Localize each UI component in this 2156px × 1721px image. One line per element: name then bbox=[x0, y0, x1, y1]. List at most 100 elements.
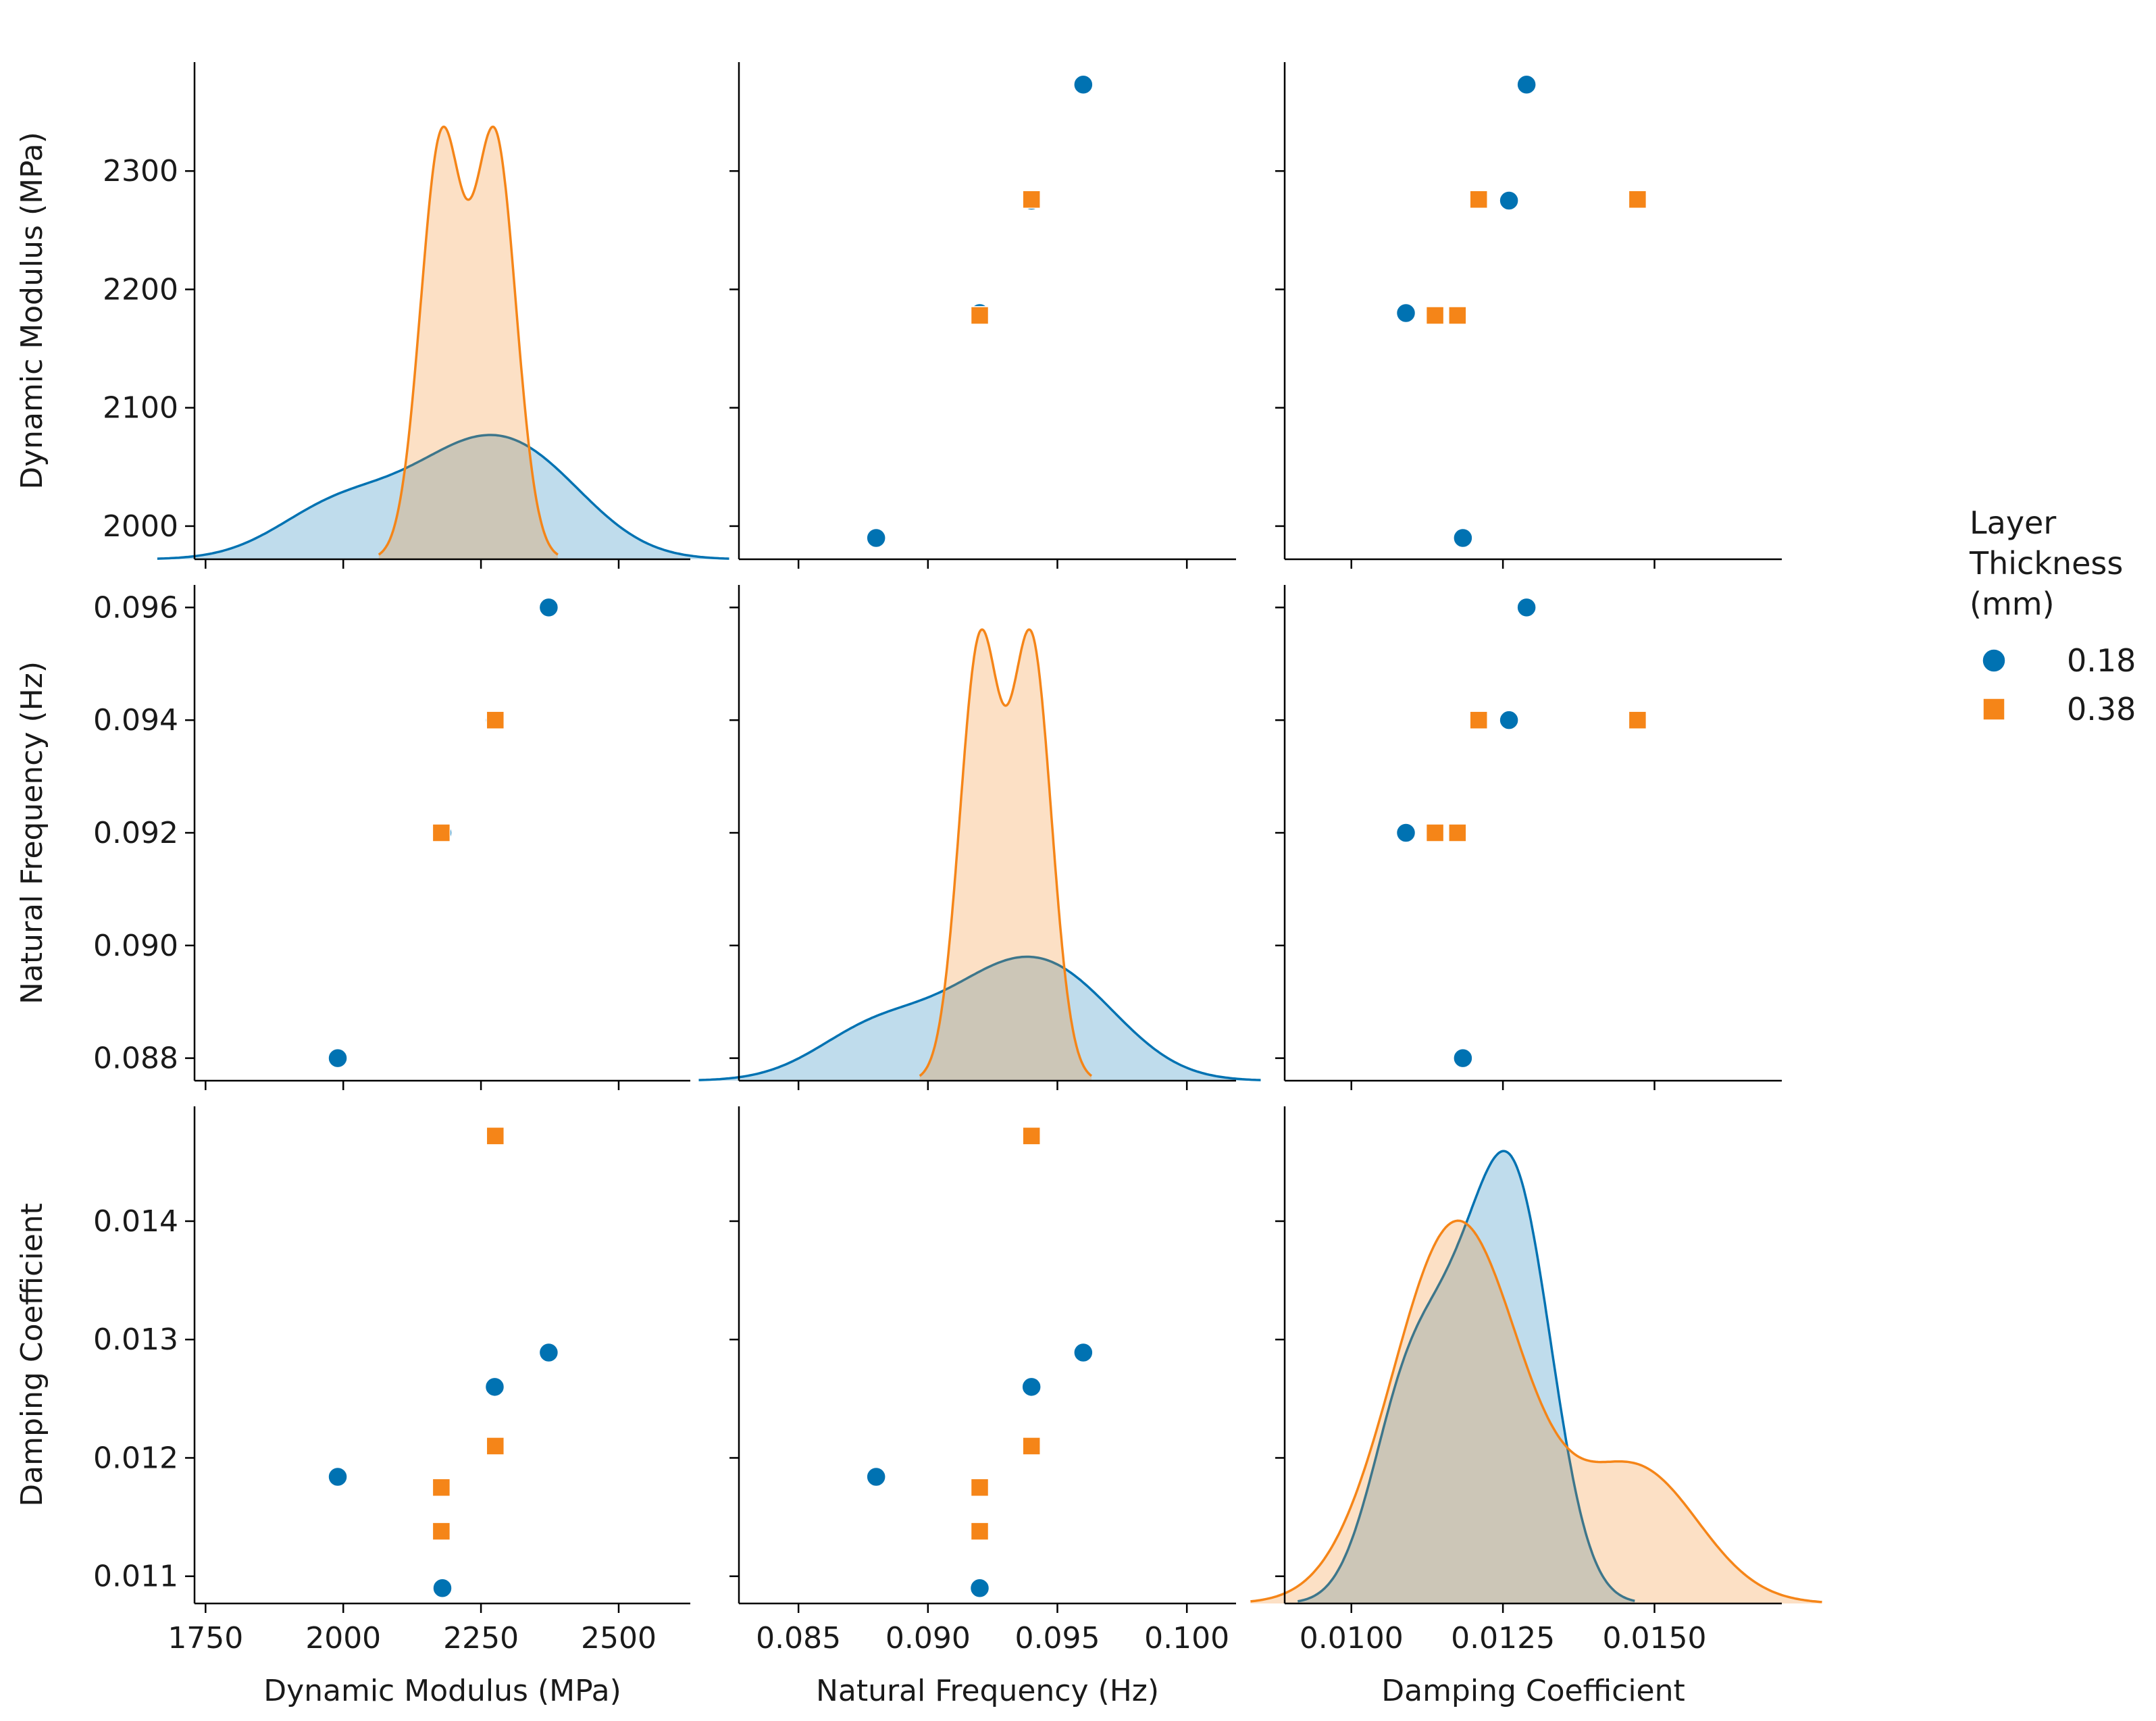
scatter-point bbox=[486, 711, 505, 729]
scatter-point bbox=[1469, 711, 1488, 729]
x-tick-label: 0.095 bbox=[1015, 1621, 1100, 1655]
x-tick-label: 0.090 bbox=[886, 1621, 971, 1655]
panel-natural_frequency-vs-damping bbox=[1275, 585, 1782, 1090]
kde-fill-dynamic_modulus-0.38 bbox=[378, 126, 558, 559]
scatter-point bbox=[486, 1437, 505, 1456]
panel-dynamic_modulus-vs-natural_frequency bbox=[729, 62, 1236, 569]
panel-damping-vs-dynamic_modulus: 0.011 0.012 0.013 0.014 1750 2000 2250 2500 bbox=[93, 1106, 690, 1655]
panel-dynamic_modulus-vs-dynamic_modulus: 2000 2100 2200 2300 bbox=[103, 62, 729, 569]
y-tick-label: 0.088 bbox=[93, 1042, 178, 1076]
scatter-point bbox=[486, 1127, 505, 1146]
x-tick-label: 2000 bbox=[305, 1621, 381, 1655]
scatter-point bbox=[1448, 823, 1467, 842]
scatter-point bbox=[538, 1342, 559, 1363]
kde-line-dynamic_modulus-0.38 bbox=[378, 125, 559, 556]
scatter-point bbox=[866, 528, 886, 548]
scatter-point bbox=[866, 1466, 886, 1487]
legend-marker-circle bbox=[1982, 648, 2006, 673]
scatter-point bbox=[1453, 528, 1473, 548]
y-tick-label: 0.012 bbox=[93, 1441, 178, 1475]
scatter-point bbox=[1516, 74, 1537, 95]
kde-fill-natural_frequency-0.38 bbox=[919, 630, 1092, 1081]
x-tick-label: 0.0100 bbox=[1300, 1621, 1404, 1655]
scatter-point bbox=[1073, 74, 1094, 95]
panel-natural_frequency-vs-dynamic_modulus: 0.088 0.090 0.092 0.094 0.096 bbox=[93, 585, 690, 1090]
legend-title: Thickness bbox=[1969, 545, 2123, 582]
panel-dynamic_modulus-vs-damping bbox=[1275, 62, 1782, 569]
scatter-point bbox=[432, 1478, 451, 1497]
scatter-point bbox=[484, 1377, 505, 1397]
scatter-point bbox=[1022, 1127, 1041, 1146]
legend-marker-square bbox=[1982, 698, 2005, 721]
x-tick-label: 2250 bbox=[443, 1621, 519, 1655]
scatter-point bbox=[328, 1048, 348, 1069]
panel-natural_frequency-vs-natural_frequency bbox=[698, 585, 1261, 1090]
scatter-point bbox=[432, 1522, 451, 1541]
scatter-point bbox=[1073, 1342, 1094, 1363]
y-tick-label: 2300 bbox=[103, 154, 178, 188]
legend: Layer Thickness (mm) 0.18 0.38 bbox=[1969, 505, 2136, 727]
y-axis-title: Dynamic Modulus (MPa) bbox=[15, 132, 49, 490]
y-tick-label: 0.094 bbox=[93, 703, 178, 738]
panel-damping-vs-damping: 0.0100 0.0125 0.0150 bbox=[1250, 1106, 1822, 1655]
legend-title: Layer bbox=[1970, 505, 2056, 541]
x-tick-label: 0.0150 bbox=[1603, 1621, 1707, 1655]
y-tick-label: 0.013 bbox=[93, 1322, 178, 1357]
scatter-point bbox=[1021, 1377, 1042, 1397]
scatter-point bbox=[328, 1466, 348, 1487]
scatter-point bbox=[970, 1478, 990, 1497]
scatter-point bbox=[432, 1578, 453, 1598]
legend-title: (mm) bbox=[1970, 586, 2055, 622]
scatter-point bbox=[970, 1522, 990, 1541]
panel-damping-vs-natural_frequency: 0.085 0.090 0.095 0.100 bbox=[729, 1106, 1236, 1655]
scatter-point bbox=[1425, 306, 1445, 325]
y-tick-label: 0.014 bbox=[93, 1204, 178, 1239]
y-tick-label: 0.092 bbox=[93, 816, 178, 850]
y-tick-label: 2000 bbox=[103, 509, 178, 544]
x-tick-label: 0.0125 bbox=[1451, 1621, 1555, 1655]
scatter-point bbox=[1499, 190, 1519, 211]
scatter-point bbox=[1022, 1437, 1041, 1456]
scatter-point bbox=[970, 306, 990, 325]
x-tick-label: 2500 bbox=[581, 1621, 657, 1655]
kde-fill-damping-0.18 bbox=[1298, 1151, 1635, 1603]
y-axis-title: Natural Frequency (Hz) bbox=[15, 661, 49, 1004]
x-axis-title: Natural Frequency (Hz) bbox=[816, 1674, 1159, 1708]
kde-line-natural_frequency-0.38 bbox=[919, 628, 1093, 1077]
scatter-point bbox=[1448, 306, 1467, 325]
x-axis-title: Dynamic Modulus (MPa) bbox=[263, 1674, 621, 1708]
scatter-point bbox=[969, 1578, 990, 1598]
kde-fill-dynamic_modulus-0.18 bbox=[157, 435, 729, 559]
x-tick-label: 1750 bbox=[168, 1621, 243, 1655]
scatter-point bbox=[1628, 711, 1647, 729]
y-tick-label: 0.096 bbox=[93, 590, 178, 625]
scatter-point bbox=[1628, 190, 1647, 209]
scatter-point bbox=[1516, 597, 1537, 618]
y-tick-label: 2200 bbox=[103, 272, 178, 307]
scatter-point bbox=[1469, 190, 1488, 209]
scatter-point bbox=[1395, 823, 1416, 843]
x-tick-label: 0.100 bbox=[1144, 1621, 1229, 1655]
legend-label: 0.18 bbox=[2067, 642, 2136, 679]
scatter-point bbox=[1499, 710, 1519, 730]
scatter-point bbox=[1395, 303, 1416, 324]
y-axis-title: Damping Coefficient bbox=[15, 1203, 49, 1507]
kde-line-dynamic_modulus-0.18 bbox=[157, 434, 729, 560]
kde-fill-natural_frequency-0.18 bbox=[698, 956, 1261, 1081]
y-tick-label: 0.090 bbox=[93, 929, 178, 963]
scatter-point bbox=[1022, 190, 1041, 209]
kde-line-damping-0.38 bbox=[1250, 1219, 1822, 1603]
scatter-point bbox=[1453, 1048, 1473, 1069]
x-axis-title: Damping Coefficient bbox=[1381, 1674, 1685, 1708]
scatter-point bbox=[1425, 823, 1445, 842]
y-tick-label: 2100 bbox=[103, 391, 178, 426]
kde-fill-damping-0.38 bbox=[1250, 1221, 1822, 1603]
x-tick-label: 0.085 bbox=[756, 1621, 841, 1655]
y-tick-label: 0.011 bbox=[93, 1560, 178, 1594]
scatter-point bbox=[432, 823, 451, 842]
kde-line-natural_frequency-0.18 bbox=[698, 955, 1261, 1081]
legend-label: 0.38 bbox=[2067, 691, 2136, 727]
scatter-point bbox=[538, 597, 559, 618]
